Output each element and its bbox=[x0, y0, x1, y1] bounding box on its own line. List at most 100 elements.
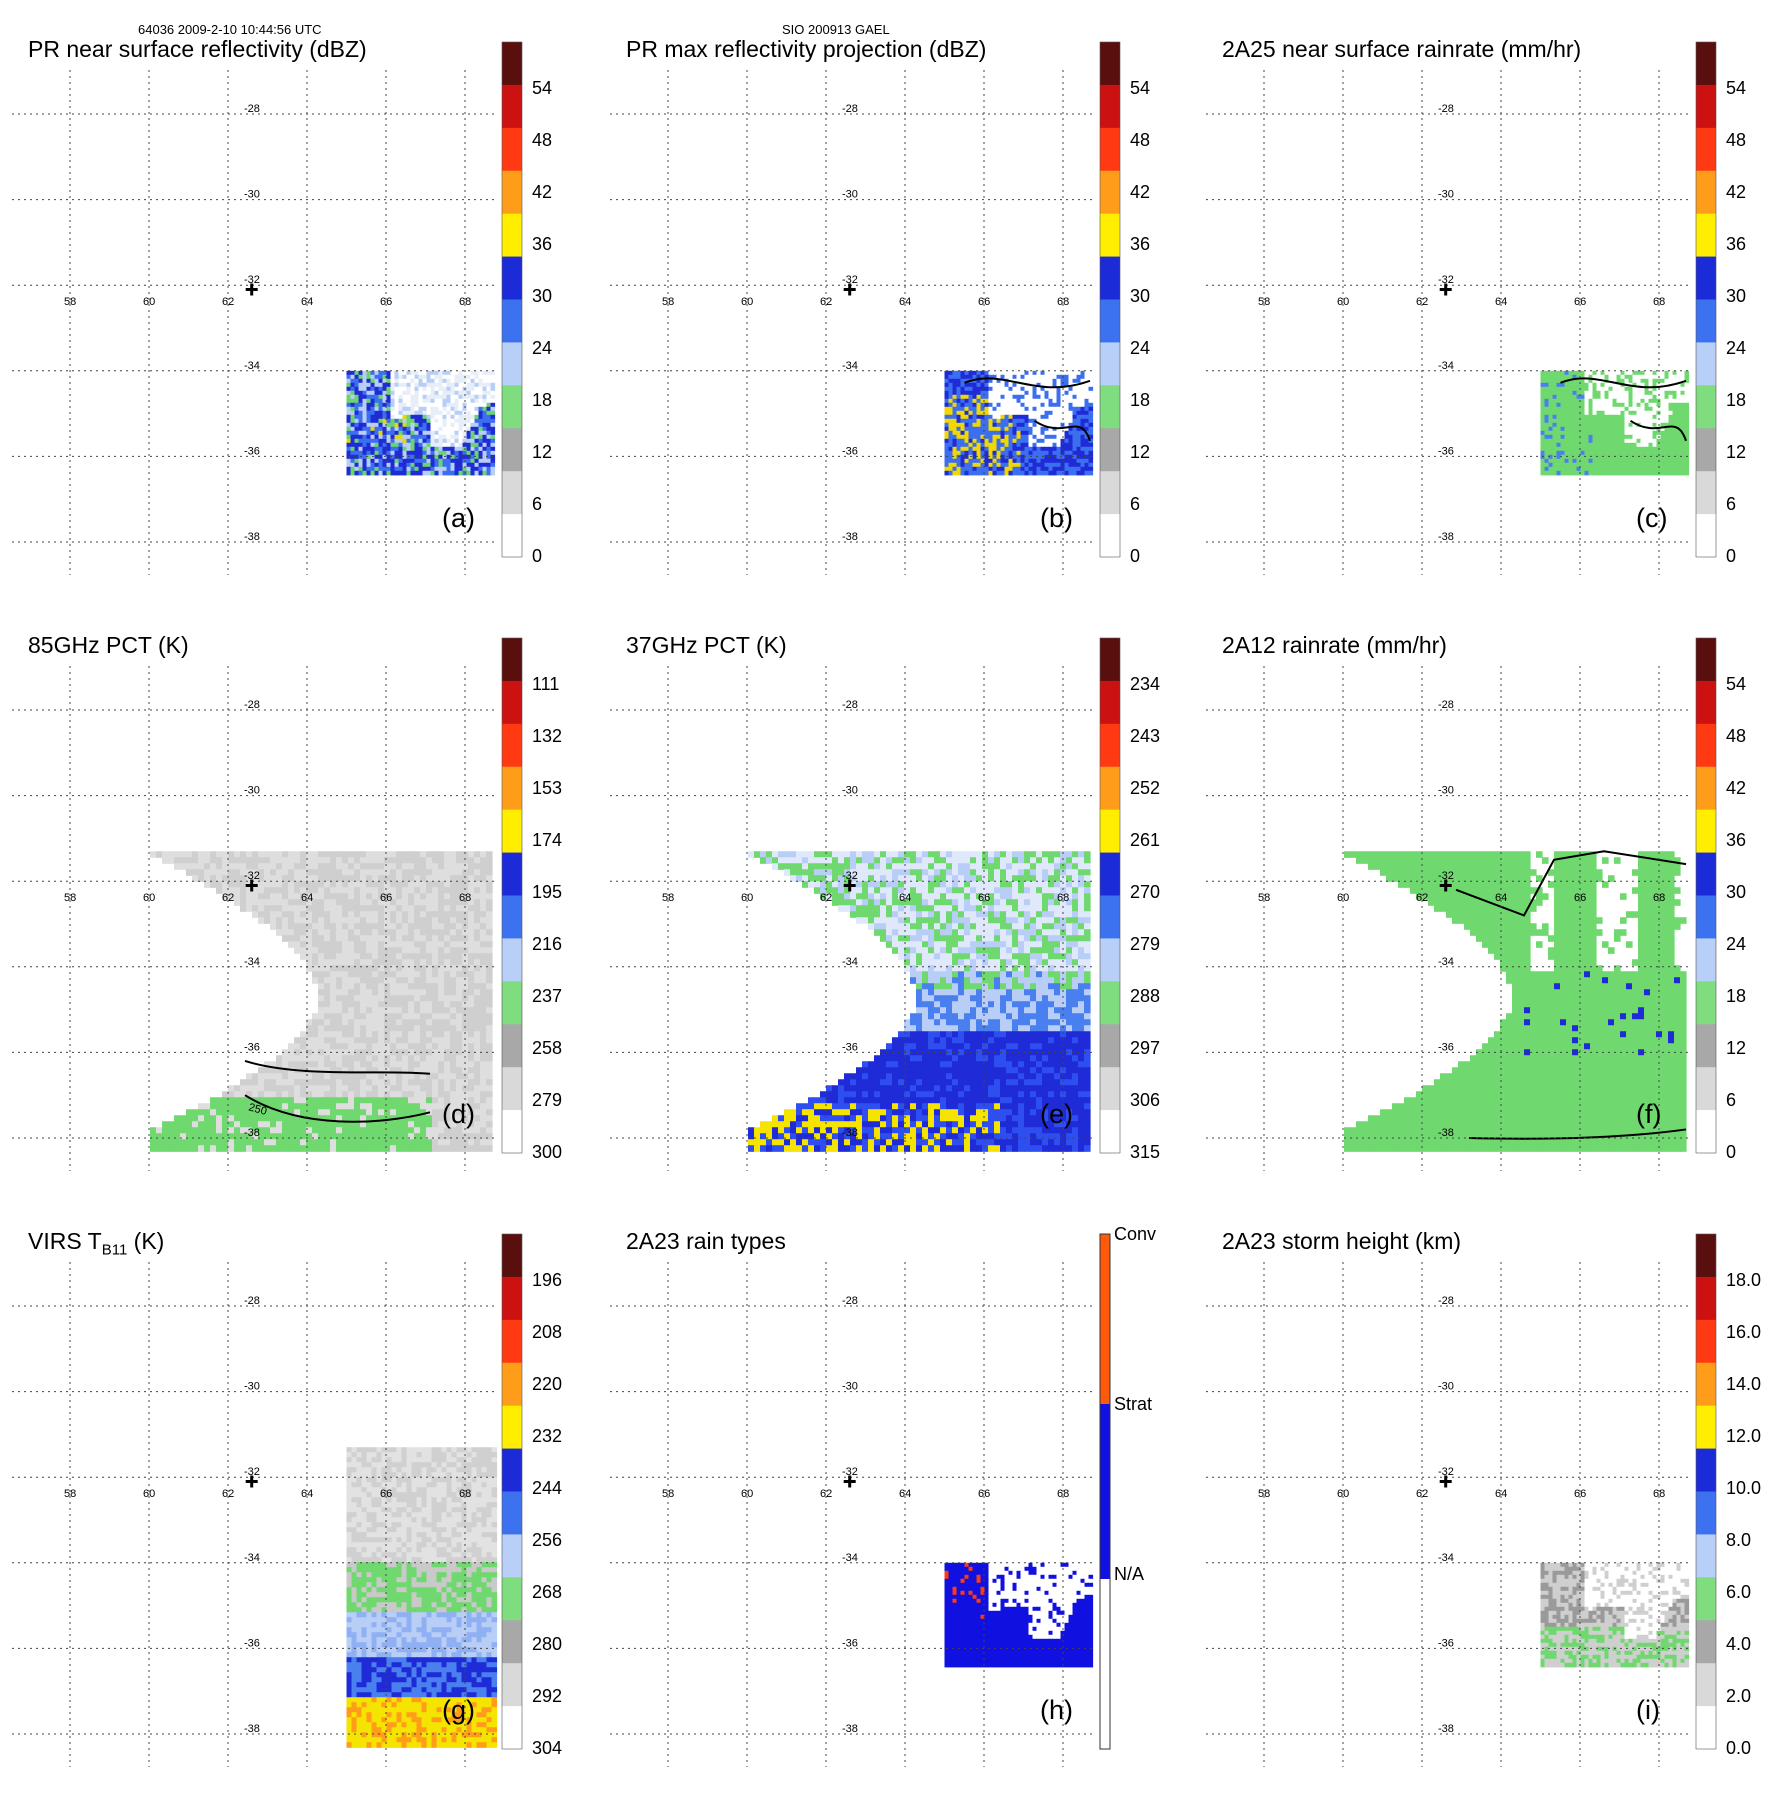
pixel bbox=[366, 965, 373, 972]
pixel bbox=[965, 371, 970, 376]
pixel bbox=[282, 911, 289, 918]
colorbar-segment bbox=[1100, 428, 1120, 471]
pixel bbox=[1637, 443, 1642, 448]
pixel bbox=[1661, 407, 1666, 412]
pixel bbox=[420, 971, 427, 978]
pixel bbox=[1001, 455, 1006, 460]
pixel bbox=[1617, 463, 1622, 468]
pixel bbox=[1625, 455, 1630, 460]
pixel bbox=[1585, 423, 1590, 428]
pixel bbox=[318, 911, 325, 918]
pixel bbox=[348, 953, 355, 960]
pixel bbox=[252, 1079, 259, 1086]
pixel bbox=[474, 887, 481, 894]
pixel bbox=[1641, 391, 1646, 396]
pixel bbox=[1633, 431, 1638, 436]
pixel bbox=[387, 431, 392, 436]
pixel bbox=[455, 451, 460, 456]
pixel bbox=[1653, 451, 1658, 456]
pixel bbox=[1653, 459, 1658, 464]
pixel bbox=[432, 1013, 439, 1020]
pixel bbox=[372, 935, 379, 942]
pixel bbox=[351, 391, 356, 396]
pixel bbox=[1025, 415, 1030, 420]
pixel bbox=[438, 1013, 445, 1020]
pixel bbox=[432, 965, 439, 972]
pixel bbox=[336, 1133, 343, 1140]
pixel bbox=[447, 455, 452, 460]
pixel bbox=[355, 439, 360, 444]
pixel bbox=[456, 1013, 463, 1020]
pixel bbox=[456, 917, 463, 924]
pixel bbox=[360, 935, 367, 942]
pixel bbox=[288, 1061, 295, 1068]
pixel bbox=[1561, 399, 1566, 404]
pixel bbox=[1661, 459, 1666, 464]
pixel bbox=[423, 395, 428, 400]
pixel bbox=[1573, 443, 1578, 448]
pixel bbox=[1005, 427, 1010, 432]
pixel bbox=[371, 467, 376, 472]
pixel bbox=[300, 1037, 307, 1044]
pixel bbox=[479, 447, 484, 452]
pixel bbox=[1561, 435, 1566, 440]
pixel bbox=[234, 851, 241, 858]
pixel bbox=[390, 953, 397, 960]
pixel bbox=[997, 451, 1002, 456]
pixel bbox=[486, 923, 493, 930]
pixel bbox=[420, 965, 427, 972]
pixel bbox=[491, 431, 496, 436]
pixel bbox=[977, 451, 982, 456]
pixel bbox=[210, 1103, 217, 1110]
pixel bbox=[1009, 375, 1014, 380]
pixel bbox=[451, 403, 456, 408]
pixel bbox=[399, 379, 404, 384]
pixel bbox=[288, 905, 295, 912]
pixel bbox=[360, 971, 367, 978]
pixel bbox=[1593, 447, 1598, 452]
pixel bbox=[1625, 423, 1630, 428]
colorbar-tick-label: 0 bbox=[1130, 546, 1140, 566]
pixel bbox=[312, 1121, 319, 1128]
pixel bbox=[318, 1073, 325, 1080]
pixel bbox=[1661, 439, 1666, 444]
pixel bbox=[375, 375, 380, 380]
pixel bbox=[432, 983, 439, 990]
pixel bbox=[435, 407, 440, 412]
pixel bbox=[390, 935, 397, 942]
pixel bbox=[402, 1079, 409, 1086]
pixel bbox=[456, 1019, 463, 1026]
pixel bbox=[1017, 447, 1022, 452]
pixel bbox=[961, 383, 966, 388]
pixel bbox=[330, 869, 337, 876]
pixel bbox=[1617, 403, 1622, 408]
pixel bbox=[276, 851, 283, 858]
pixel bbox=[390, 1133, 397, 1140]
pixel bbox=[1645, 419, 1650, 424]
pixel bbox=[432, 1073, 439, 1080]
pixel bbox=[438, 851, 445, 858]
pixel bbox=[384, 869, 391, 876]
pixel bbox=[969, 427, 974, 432]
pixel bbox=[408, 1031, 415, 1038]
pixel bbox=[1597, 383, 1602, 388]
pixel bbox=[324, 1121, 331, 1128]
pixel bbox=[246, 1085, 253, 1092]
pixel bbox=[396, 965, 403, 972]
pixel bbox=[471, 423, 476, 428]
pixel bbox=[1613, 447, 1618, 452]
pixel bbox=[1029, 419, 1034, 424]
pixel bbox=[180, 1121, 187, 1128]
pixel bbox=[459, 375, 464, 380]
pixel bbox=[355, 435, 360, 440]
pixel bbox=[348, 1013, 355, 1020]
pixel bbox=[474, 911, 481, 918]
pixel bbox=[419, 459, 424, 464]
pixel bbox=[258, 1079, 265, 1086]
pixel bbox=[1589, 459, 1594, 464]
pixel bbox=[396, 929, 403, 936]
pixel bbox=[486, 1109, 493, 1116]
pixel bbox=[444, 1043, 451, 1050]
pixel bbox=[969, 451, 974, 456]
pixel bbox=[366, 1103, 373, 1110]
